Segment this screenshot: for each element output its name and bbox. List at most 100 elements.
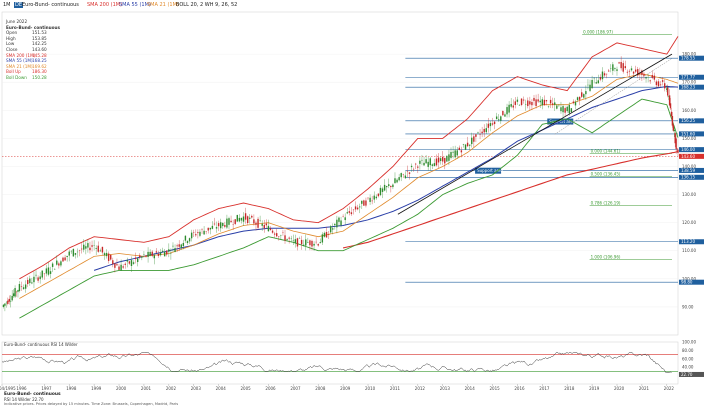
candle-body bbox=[589, 84, 591, 91]
x-axis-label: 2020 bbox=[614, 386, 625, 391]
candle-body bbox=[348, 211, 351, 213]
candle-body bbox=[583, 94, 585, 98]
candle-body bbox=[4, 303, 6, 306]
ohlc-row-label: SMA 21 (1M) bbox=[6, 63, 33, 69]
candle-body bbox=[626, 71, 629, 73]
x-axis-label: 2019 bbox=[589, 386, 600, 391]
candle-body bbox=[155, 251, 158, 253]
candle-body bbox=[541, 99, 544, 106]
price-tag bbox=[679, 279, 704, 285]
ohlc-row: Close 143.60 bbox=[6, 47, 58, 53]
candle-body bbox=[172, 245, 174, 247]
candle-body bbox=[668, 95, 671, 106]
candle-body bbox=[371, 200, 373, 202]
candle-body bbox=[118, 266, 120, 270]
candle-body bbox=[244, 213, 247, 220]
candle-body bbox=[427, 161, 429, 167]
candle-body bbox=[444, 157, 446, 164]
candle-body bbox=[516, 99, 519, 102]
candle-body bbox=[670, 111, 673, 117]
candle-body bbox=[58, 263, 60, 266]
candle-body bbox=[570, 108, 573, 113]
candle-body bbox=[585, 91, 587, 95]
candle-body bbox=[423, 162, 425, 166]
candle-body bbox=[375, 196, 378, 199]
price-tag-label: 151.60 bbox=[681, 131, 695, 136]
candle-body bbox=[120, 264, 122, 271]
rsi-current-label: 22.70 bbox=[681, 372, 693, 377]
ohlc-row: SMA 200 (1M) 145.28 bbox=[6, 53, 58, 59]
candle-body bbox=[184, 235, 187, 241]
candle-body bbox=[664, 83, 666, 89]
indicator-bollinger[interactable]: BOLL 20, 2 WH 9, 26, 52 bbox=[176, 2, 238, 8]
candle-body bbox=[238, 217, 241, 222]
candle-body bbox=[616, 69, 618, 71]
candle-body bbox=[54, 268, 56, 270]
candle-body bbox=[284, 235, 286, 241]
x-axis-label: 1996 bbox=[16, 386, 27, 391]
candle-body bbox=[431, 164, 434, 166]
candle-body bbox=[286, 238, 288, 240]
candle-body bbox=[80, 248, 83, 250]
candle-body bbox=[190, 232, 193, 239]
indicator-sma55[interactable]: SMA 55 (1M) bbox=[119, 2, 151, 8]
candle-body bbox=[464, 144, 467, 150]
candle-body bbox=[512, 105, 514, 108]
candle-body bbox=[398, 177, 400, 181]
candle-body bbox=[207, 227, 209, 231]
candle-body bbox=[599, 77, 602, 80]
candle-body bbox=[209, 227, 212, 230]
candle-body bbox=[45, 268, 48, 274]
candle-body bbox=[491, 123, 494, 125]
x-axis-label: 2012 bbox=[415, 386, 426, 391]
x-axis-label: 2021 bbox=[639, 386, 650, 391]
candle-body bbox=[68, 251, 70, 256]
candle-body bbox=[110, 254, 112, 260]
ohlc-row-value: 143.60 bbox=[32, 46, 47, 52]
candle-body bbox=[12, 293, 15, 297]
candle-body bbox=[338, 217, 340, 222]
price-tag-label: 138.59 bbox=[681, 168, 695, 173]
candle-body bbox=[473, 136, 475, 142]
indicator-sma200[interactable]: SMA 200 (1M) bbox=[87, 2, 123, 8]
timeframe-label[interactable]: 1M bbox=[3, 2, 11, 8]
candle-body bbox=[537, 99, 539, 102]
candle-body bbox=[489, 123, 492, 127]
symbol-badge: DE bbox=[14, 2, 24, 8]
candle-body bbox=[510, 104, 512, 107]
sma200-line bbox=[342, 151, 679, 249]
candle-body bbox=[481, 131, 483, 134]
ohlc-row-value: 153.85 bbox=[32, 35, 47, 41]
candle-body bbox=[186, 241, 189, 244]
candle-body bbox=[116, 264, 118, 266]
candle-body bbox=[33, 276, 35, 283]
candle-body bbox=[149, 251, 151, 256]
candle-body bbox=[8, 298, 10, 302]
candle-body bbox=[630, 68, 633, 71]
candle-body bbox=[674, 133, 676, 144]
candle-body bbox=[296, 238, 299, 247]
candle-body bbox=[433, 163, 436, 167]
candle-body bbox=[672, 124, 675, 131]
price-tick-label: 130.00 bbox=[682, 192, 696, 197]
candle-body bbox=[271, 230, 274, 233]
candle-body bbox=[2, 304, 5, 307]
candle-body bbox=[551, 103, 554, 105]
candle-body bbox=[597, 80, 600, 84]
candle-body bbox=[572, 101, 575, 104]
candle-body bbox=[288, 237, 290, 239]
x-axis-label: 1999 bbox=[91, 386, 102, 391]
ohlc-row-label: SMA 200 (1M) bbox=[6, 52, 36, 58]
candle-body bbox=[622, 63, 624, 72]
candle-body bbox=[166, 250, 168, 255]
candle-body bbox=[105, 252, 108, 257]
candle-body bbox=[566, 106, 568, 112]
candle-body bbox=[313, 243, 315, 246]
candle-body bbox=[556, 105, 558, 109]
indicator-sma21[interactable]: SMA 21 (1M) bbox=[147, 2, 179, 8]
price-tag-label: 156.25 bbox=[681, 118, 695, 123]
x-axis-label: 1998 bbox=[66, 386, 77, 391]
symbol-name[interactable]: Euro-Bund- continuous bbox=[22, 2, 79, 8]
candle-body bbox=[11, 295, 13, 301]
